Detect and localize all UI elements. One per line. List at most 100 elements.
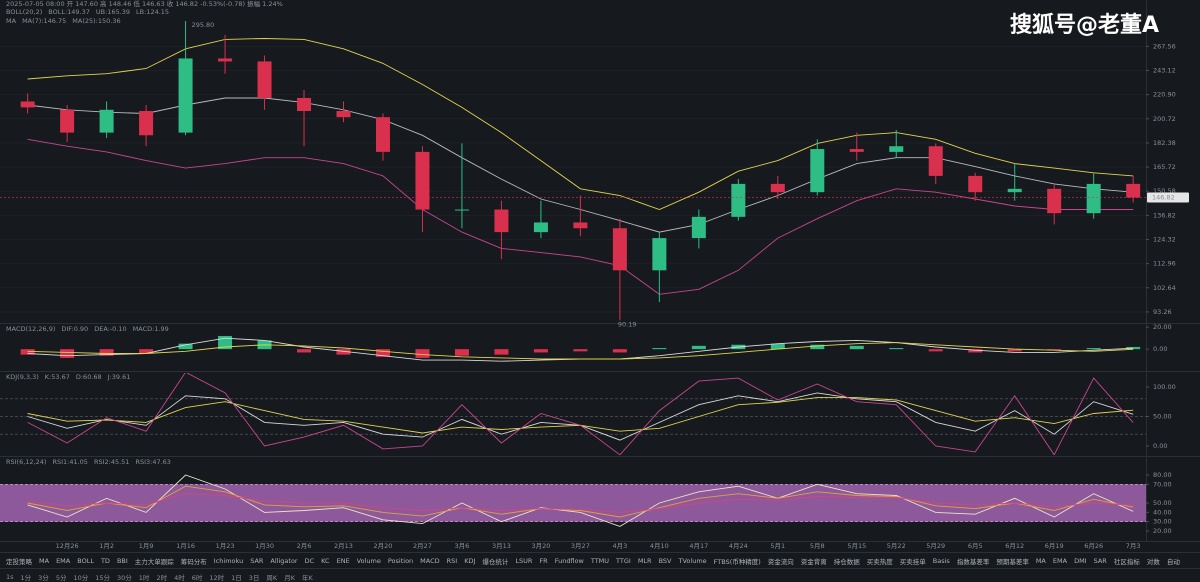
toolbar-item[interactable]: RSI [446, 556, 458, 565]
toolbar-item[interactable]: TD [100, 556, 110, 565]
toolbar-item[interactable]: 周K [266, 573, 278, 582]
y-tick-label: 30.00 [1153, 518, 1172, 526]
toolbar-item[interactable]: 资金背离 [800, 557, 827, 566]
legend-item: RSI(6,12,24) [6, 458, 46, 466]
y-tick-label: 124.32 [1153, 235, 1176, 243]
x-tick-label: 3月13 [492, 542, 511, 550]
toolbar-item[interactable]: 6时 [191, 573, 203, 582]
toolbar-item[interactable]: 主力大单跟踪 [134, 557, 174, 566]
y-tick-label: 0.00 [1153, 442, 1167, 450]
candle-body [1007, 188, 1022, 193]
last-price-label: 146.82 [1152, 194, 1175, 202]
toolbar-item[interactable]: 年K [301, 573, 313, 582]
toolbar-item[interactable]: FR [539, 556, 548, 565]
legend-item: UB:165.39 [96, 8, 130, 16]
toolbar-item[interactable]: 筹码分布 [180, 557, 207, 566]
y-tick-label: 150.58 [1153, 187, 1176, 195]
candle-body [99, 109, 114, 133]
toolbar-item[interactable]: BOLL [77, 556, 94, 565]
candle-body [494, 209, 509, 233]
toolbar-item[interactable]: 30分 [117, 573, 132, 582]
toolbar-item[interactable]: SAR [250, 556, 264, 565]
toolbar-item[interactable]: 爆仓统计 [482, 557, 509, 566]
toolbar-item[interactable]: 1日 [231, 573, 242, 582]
candle-body [533, 222, 548, 233]
toolbar-item[interactable]: 买卖热度 [866, 557, 893, 566]
toolbar-item[interactable]: 对数 [1146, 557, 1160, 566]
candle-body [218, 58, 233, 62]
toolbar-item[interactable]: 定投策略 [6, 557, 32, 566]
toolbar-item[interactable]: 5分 [55, 573, 67, 582]
toolbar-item[interactable]: 持仓数据 [833, 557, 860, 566]
candle-body [652, 238, 667, 271]
toolbar-item[interactable]: DMI [1074, 556, 1087, 565]
macd-bar [297, 349, 312, 353]
toolbar-item[interactable]: BBI [116, 556, 128, 565]
toolbar-item[interactable]: MA [39, 556, 50, 565]
toolbar-item[interactable]: FTBS(币种精度) [713, 557, 761, 566]
toolbar-item[interactable]: 1时 [138, 573, 150, 582]
y-tick-label: 112.96 [1153, 260, 1176, 268]
y-tick-label: 267.56 [1153, 42, 1176, 50]
toolbar-item[interactable]: MA [1035, 556, 1046, 565]
macd-bar [573, 349, 588, 352]
toolbar-item[interactable]: MLR [637, 556, 652, 565]
toolbar-item[interactable]: BSV [658, 556, 672, 565]
candle-body [1126, 183, 1141, 198]
toolbar-item[interactable]: Volume [356, 556, 381, 565]
toolbar-item[interactable]: 月K [284, 573, 295, 582]
macd-bar [99, 349, 114, 356]
toolbar-item[interactable]: 资金流向 [767, 557, 794, 566]
toolbar-item[interactable]: 3日 [248, 573, 260, 582]
toolbar-item[interactable]: 社区指标 [1113, 557, 1140, 566]
toolbar-item[interactable]: 4时 [174, 573, 185, 582]
toolbar-item[interactable]: MACD [420, 556, 440, 565]
toolbar-item[interactable]: 10分 [73, 573, 89, 582]
x-tick-label: 3月20 [531, 542, 550, 550]
toolbar-item[interactable]: 1分 [20, 573, 32, 582]
toolbar-item[interactable]: EMA [1052, 556, 1068, 565]
toolbar-item[interactable]: 1s [6, 572, 14, 581]
toolbar-item[interactable]: DC [304, 556, 315, 565]
toolbar-item[interactable]: Basis [932, 556, 950, 565]
toolbar-item[interactable]: 指数基差率 [956, 557, 990, 566]
toolbar-item[interactable]: 3分 [38, 573, 49, 582]
legend-item: BOLL(20,2) [6, 8, 42, 16]
candle-body [691, 216, 706, 239]
toolbar-item[interactable]: Ichimoku [213, 556, 244, 565]
macd-bar [810, 344, 825, 350]
candle-body [20, 101, 35, 108]
toolbar-item[interactable]: Fundflow [554, 556, 584, 565]
toolbar-item[interactable]: EMA [56, 556, 71, 565]
candle-body [612, 228, 627, 271]
indicator-bar: 定投策略 MA EMA BOLL TD BBI 主力大单跟踪 筹码分布 Ichimoku SAR A… [0, 552, 1200, 568]
x-tick-label: 6月12 [1005, 542, 1024, 550]
toolbar-item[interactable]: TVolume [678, 556, 707, 565]
macd-bar [1047, 349, 1062, 351]
toolbar-item[interactable]: 15分 [95, 573, 111, 582]
candle-body [1047, 188, 1062, 214]
toolbar-item[interactable]: LSUR [515, 556, 533, 565]
macd-bar [612, 349, 627, 353]
toolbar-item[interactable]: SAR [1093, 556, 1107, 565]
toolbar-item[interactable]: TTGI [616, 556, 631, 565]
indicator-line [27, 38, 1134, 210]
toolbar-item[interactable]: 2时 [156, 573, 168, 582]
toolbar-item[interactable]: KC [321, 556, 330, 565]
last-price-tag [1147, 192, 1189, 203]
toolbar-item[interactable]: ENE [336, 556, 350, 565]
toolbar-item[interactable]: KDJ [464, 556, 476, 565]
legend-item: MACD(12,26,9) [6, 325, 55, 333]
toolbar-item[interactable]: 预期基差率 [996, 557, 1029, 566]
toolbar-item[interactable]: Position [387, 556, 414, 565]
macd-bar [652, 348, 667, 350]
toolbar-item[interactable]: TTMU [590, 556, 610, 565]
x-tick-label: 5月29 [926, 542, 945, 550]
macd-bar [218, 335, 233, 350]
x-tick-label: 5月15 [847, 542, 866, 550]
toolbar-item[interactable]: 自动 [1166, 557, 1180, 566]
toolbar-item[interactable]: 12时 [209, 573, 225, 582]
toolbar-item[interactable]: Alligator [270, 556, 298, 565]
toolbar-item[interactable]: 买卖挂单 [899, 557, 926, 566]
